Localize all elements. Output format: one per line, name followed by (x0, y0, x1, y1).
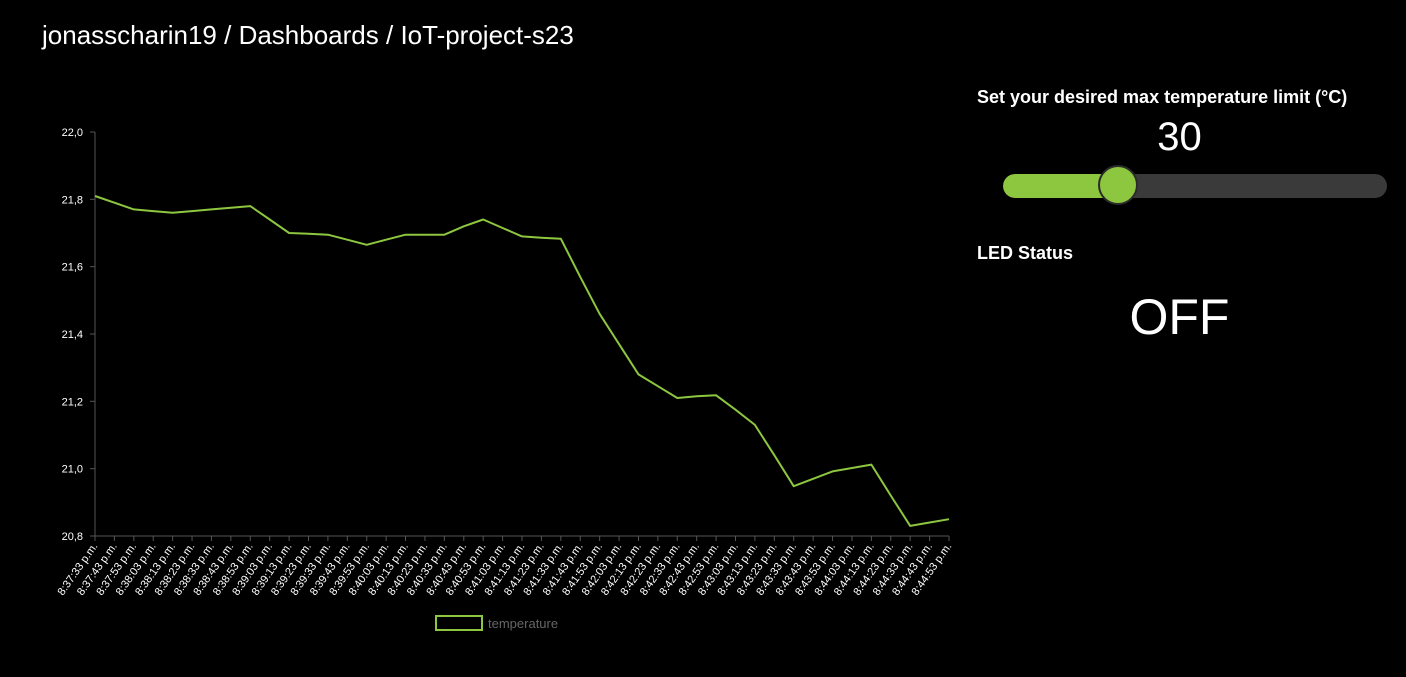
data-point[interactable] (617, 342, 621, 346)
slider-thumb[interactable] (1098, 165, 1139, 205)
temperature-limit-slider[interactable] (1003, 165, 1387, 205)
data-point[interactable] (578, 275, 582, 279)
data-point[interactable] (190, 209, 194, 213)
data-point[interactable] (326, 233, 330, 237)
data-point[interactable] (928, 521, 932, 525)
data-point[interactable] (307, 232, 311, 236)
data-point[interactable] (889, 494, 893, 498)
y-tick-label: 21,2 (62, 396, 83, 408)
data-point[interactable] (481, 218, 485, 222)
data-point[interactable] (792, 484, 796, 488)
control-panel: Set your desired max temperature limit (… (977, 80, 1397, 347)
data-point[interactable] (811, 477, 815, 481)
x-axis: 8:37:33 p.m.8:37:43 p.m.8:37:53 p.m.8:38… (56, 535, 954, 598)
y-tick-label: 22,0 (62, 127, 83, 139)
data-point[interactable] (404, 233, 408, 237)
led-status-title: LED Status (977, 243, 1074, 263)
y-axis: 22,0 21,8 21,6 21,4 21,2 21,0 20,8 (62, 127, 96, 543)
data-point[interactable] (287, 231, 291, 235)
data-point[interactable] (695, 394, 699, 398)
data-point[interactable] (734, 408, 738, 412)
breadcrumb-separator: / (378, 20, 401, 50)
data-point[interactable] (753, 423, 757, 427)
data-point[interactable] (850, 466, 854, 470)
slider-title: Set your desired max temperature limit (… (977, 87, 1348, 107)
data-point[interactable] (365, 243, 369, 247)
temperature-chart: 22,0 21,8 21,6 21,4 21,2 21,0 20,8 8:37:33 p.m… (0, 100, 960, 660)
breadcrumb-dashboards[interactable]: Dashboards (238, 20, 379, 50)
data-point[interactable] (384, 238, 388, 242)
data-point[interactable] (229, 206, 233, 210)
data-point[interactable] (462, 224, 466, 228)
led-status-value: OFF (1129, 289, 1230, 345)
data-point[interactable] (598, 312, 602, 316)
data-point[interactable] (423, 233, 427, 237)
data-point[interactable] (559, 237, 563, 241)
data-point[interactable] (656, 384, 660, 388)
data-point[interactable] (209, 207, 213, 211)
y-tick-label: 20,8 (62, 531, 83, 543)
data-point[interactable] (171, 211, 175, 215)
temperature-line (94, 195, 950, 527)
data-point[interactable] (714, 393, 718, 397)
legend-swatch (435, 615, 483, 631)
chart-legend[interactable]: temperature (435, 615, 558, 631)
breadcrumb-dashboard-name: IoT-project-s23 (400, 20, 574, 50)
breadcrumb-separator: / (216, 20, 239, 50)
breadcrumb-user[interactable]: jonasscharin19 (42, 20, 217, 50)
data-point[interactable] (831, 469, 835, 473)
data-point[interactable] (345, 238, 349, 242)
y-tick-label: 21,8 (62, 194, 83, 206)
slider-track[interactable] (1003, 174, 1387, 198)
data-point[interactable] (772, 453, 776, 457)
data-point[interactable] (151, 209, 155, 213)
breadcrumb: jonasscharin19 / Dashboards / IoT-projec… (42, 18, 574, 52)
data-point[interactable] (501, 226, 505, 230)
data-point[interactable] (539, 236, 543, 240)
data-point[interactable] (248, 204, 252, 208)
data-point[interactable] (520, 234, 524, 238)
data-point[interactable] (675, 396, 679, 400)
data-point[interactable] (132, 207, 136, 211)
data-point[interactable] (268, 218, 272, 222)
legend-label: temperature (488, 616, 558, 631)
data-point[interactable] (869, 463, 873, 467)
data-point[interactable] (947, 517, 951, 521)
data-point[interactable] (93, 194, 97, 198)
data-point[interactable] (908, 524, 912, 528)
data-point[interactable] (112, 201, 116, 205)
series-layer (93, 194, 951, 528)
temperature-chart-svg: 22,0 21,8 21,6 21,4 21,2 21,0 20,8 8:37:33 p.m… (56, 127, 954, 631)
data-point[interactable] (636, 372, 640, 376)
y-tick-label: 21,4 (62, 329, 83, 341)
y-tick-label: 21,6 (62, 262, 83, 274)
y-tick-label: 21,0 (62, 464, 83, 476)
slider-value: 30 (1157, 115, 1202, 159)
data-point[interactable] (442, 233, 446, 237)
